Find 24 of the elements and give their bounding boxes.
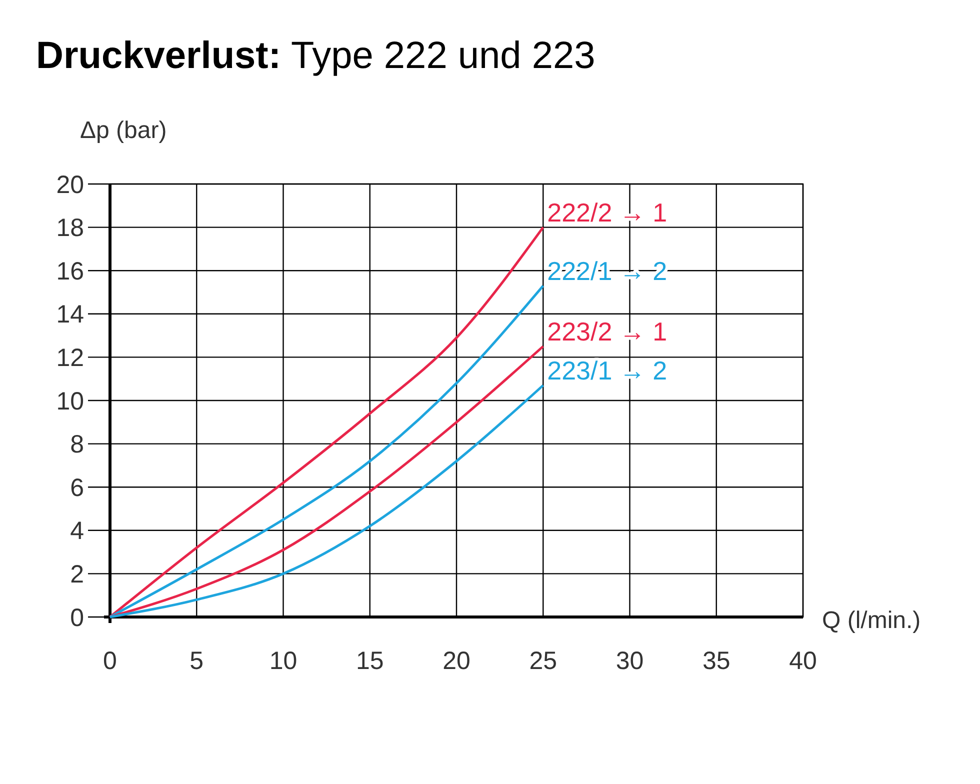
x-tick-label: 35 xyxy=(702,647,730,675)
y-tick-label: 4 xyxy=(70,517,84,546)
x-axis-title: Q (l/min.) xyxy=(822,607,921,634)
x-tick-label: 20 xyxy=(442,647,470,675)
chart-title: Druckverlust: xyxy=(36,35,281,77)
y-tick-label: 0 xyxy=(70,604,84,632)
x-tick-label: 40 xyxy=(789,647,817,675)
y-tick-label: 12 xyxy=(56,344,84,372)
y-tick-label: 6 xyxy=(70,474,84,502)
y-tick-label: 16 xyxy=(56,257,84,286)
x-tick-label: 30 xyxy=(616,647,644,675)
y-tick-label: 10 xyxy=(56,387,84,416)
x-tick-label: 0 xyxy=(103,647,117,675)
x-tick-label: 25 xyxy=(529,647,558,675)
x-tick-label: 15 xyxy=(356,647,384,675)
y-tick-label: 14 xyxy=(56,300,84,329)
y-tick-label: 20 xyxy=(56,170,84,199)
x-tick-label: 10 xyxy=(269,647,298,675)
y-tick-label: 18 xyxy=(56,214,84,242)
y-tick-label: 8 xyxy=(70,430,84,459)
chart-subtitle: Type 222 und 223 xyxy=(290,35,596,77)
y-axis-title: Δp (bar) xyxy=(80,117,167,144)
y-tick-label: 2 xyxy=(70,560,84,588)
x-tick-label: 5 xyxy=(190,647,204,675)
